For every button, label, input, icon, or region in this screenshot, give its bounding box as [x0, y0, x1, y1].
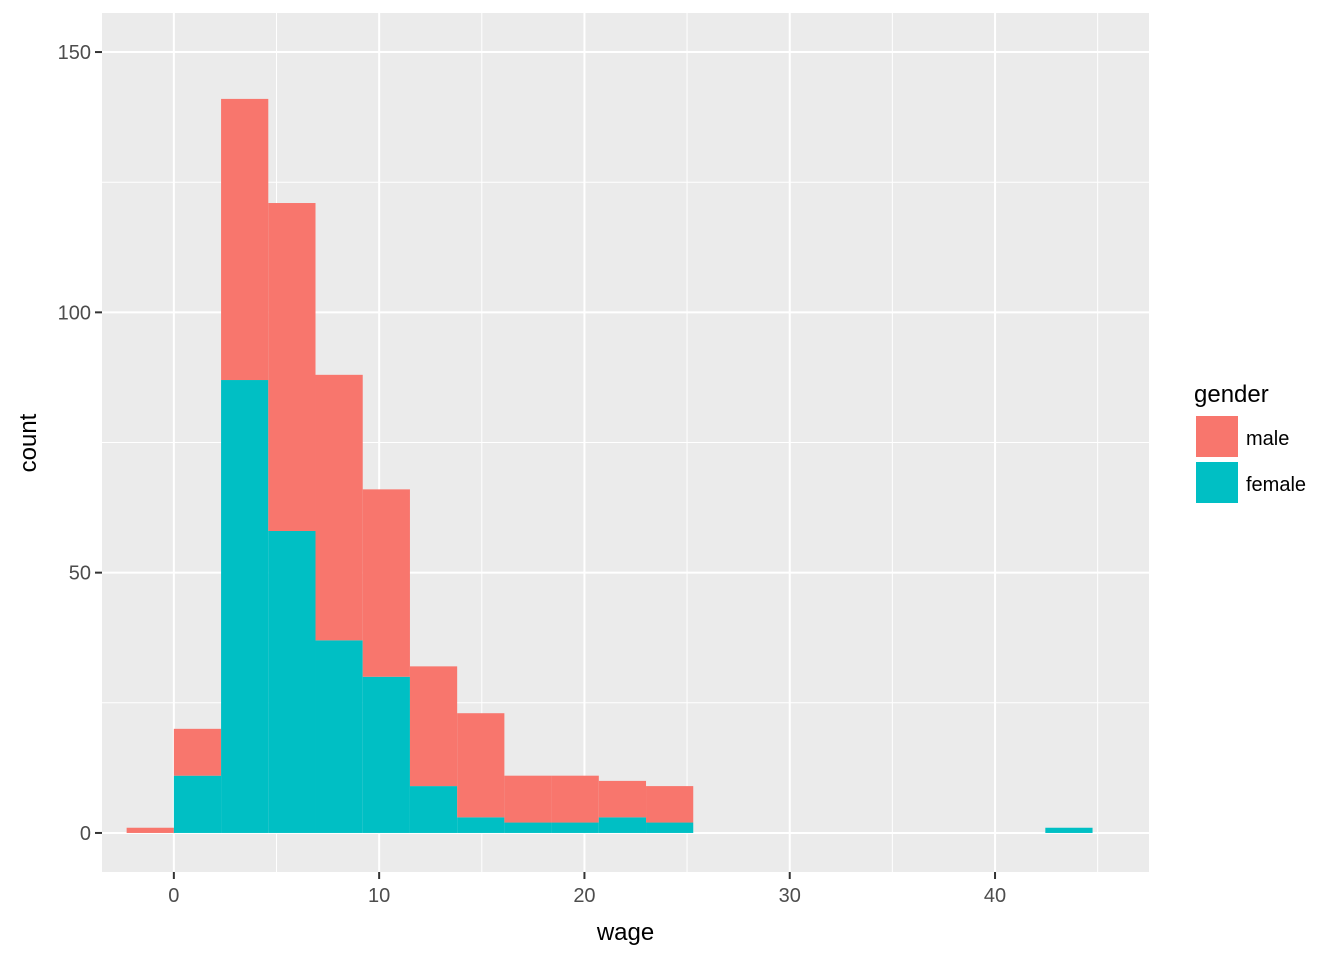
bar-female: [457, 817, 505, 833]
bar-male: [598, 780, 647, 818]
bar-male: [504, 775, 552, 823]
bar-male: [221, 98, 269, 381]
bar-female: [173, 775, 222, 833]
bar-male: [126, 827, 174, 833]
bars: [126, 98, 1093, 833]
y-tick-label: 150: [58, 42, 91, 64]
y-tick-label: 50: [69, 563, 91, 585]
y-tick-label: 100: [58, 302, 91, 324]
bar-male: [409, 666, 458, 787]
grid-minor: [102, 13, 1149, 872]
x-tick-label: 20: [573, 885, 595, 907]
x-tick-label: 0: [168, 885, 179, 907]
legend-swatch-female: [1196, 462, 1238, 503]
bar-male: [362, 489, 410, 677]
legend-label-female: female: [1246, 474, 1306, 496]
legend-title: gender: [1194, 381, 1269, 408]
bar-female: [362, 676, 410, 833]
bar-female: [646, 822, 694, 833]
y-axis-title: count: [15, 413, 42, 472]
y-axis: 0 50 100 150: [58, 42, 102, 845]
bar-female: [315, 640, 363, 833]
x-tick-label: 40: [984, 885, 1006, 907]
bar-female: [551, 822, 599, 833]
bar-female: [409, 786, 458, 833]
x-axis: 0 10 20 30 40: [168, 872, 1006, 907]
legend: gender male female: [1194, 381, 1306, 503]
bar-female: [1045, 827, 1093, 833]
x-tick-label: 10: [368, 885, 390, 907]
bar-male: [315, 374, 363, 641]
x-tick-label: 30: [779, 885, 801, 907]
bar-male: [268, 203, 316, 532]
legend-swatch-male: [1196, 416, 1238, 457]
bar-female: [221, 380, 269, 833]
x-axis-title: wage: [596, 919, 654, 946]
legend-label-male: male: [1246, 428, 1289, 450]
y-tick-label: 0: [80, 823, 91, 845]
bar-male: [646, 786, 694, 823]
bar-female: [598, 817, 647, 833]
bar-female: [504, 822, 552, 833]
bar-male: [551, 775, 599, 823]
bar-male: [173, 728, 222, 776]
bar-male: [457, 713, 505, 818]
bar-female: [268, 531, 316, 833]
